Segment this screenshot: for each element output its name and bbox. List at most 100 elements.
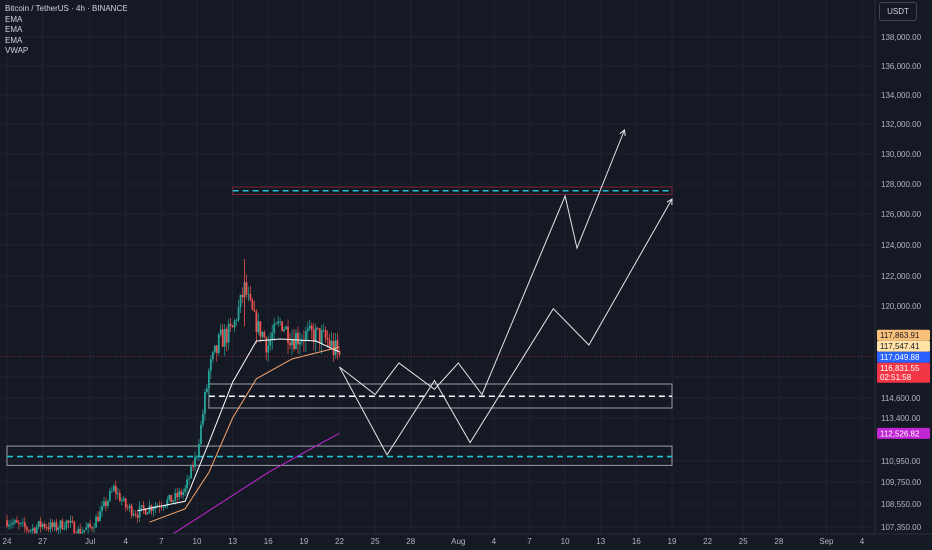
time-tick-label: 13 (596, 537, 605, 546)
price-tag-background (877, 427, 930, 439)
candle-body (136, 514, 139, 518)
moving-averages (137, 338, 340, 535)
candle-body (51, 522, 54, 528)
candle-body (140, 505, 143, 507)
candle-body (148, 505, 151, 513)
candle-body (174, 492, 177, 501)
price-tick-label: 113,400.00 (881, 414, 921, 423)
candle-body (269, 340, 272, 346)
candle-body (59, 520, 62, 529)
projection-path (339, 198, 673, 456)
price-tick-label: 120,000.00 (881, 302, 922, 311)
price-tag-value: 116,831.55 (880, 364, 920, 373)
candle-body (69, 520, 72, 523)
time-tick-label: 10 (193, 537, 202, 546)
candle-body (299, 341, 301, 345)
candle-body (77, 528, 80, 537)
chart-legend: Bitcoin / TetherUS · 4h · BINANCE EMA EM… (5, 4, 128, 57)
time-tick-label: 24 (3, 537, 12, 546)
candle-body (241, 294, 244, 298)
candle-body (215, 345, 218, 353)
candle-body (265, 337, 268, 353)
time-tick-label: 4 (124, 537, 129, 546)
candle-body (213, 345, 216, 353)
price-tag-value: 117,863.91 (880, 331, 920, 340)
candle-body (99, 511, 101, 522)
price-tag-background (877, 329, 930, 341)
indicator-ema-1[interactable]: EMA (5, 14, 23, 24)
symbol-title[interactable]: Bitcoin / TetherUS · 4h · BINANCE (5, 4, 128, 13)
candle-body (21, 522, 24, 524)
indicator-ema-2[interactable]: EMA (5, 25, 23, 34)
candle-body (245, 282, 248, 295)
time-tick-label: 7 (159, 537, 164, 546)
price-tick-label: 126,000.00 (881, 210, 922, 219)
candle-body (103, 501, 105, 507)
candle-body (146, 512, 149, 515)
indicator-vwap[interactable]: VWAP (5, 46, 29, 55)
candle-body (209, 359, 212, 371)
candle-body (310, 325, 313, 330)
candle-body (211, 352, 214, 360)
candle-body (306, 328, 309, 332)
candle-body (261, 331, 264, 337)
time-tick-label: Jul (85, 537, 95, 546)
candle-body (316, 327, 319, 329)
candle-body (263, 331, 266, 338)
candle-body (192, 466, 194, 468)
candle-body (235, 320, 238, 321)
candlesticks (6, 258, 341, 541)
candle-body (172, 500, 175, 503)
price-axis[interactable] (875, 0, 932, 550)
candle-body (188, 478, 190, 480)
candle-body (144, 508, 147, 515)
candle-body (142, 505, 145, 509)
candle-body (35, 526, 38, 534)
candle-body (33, 528, 36, 534)
arrow-head (666, 198, 673, 206)
candle-body (178, 491, 181, 498)
candle-body (152, 508, 155, 511)
projection-paths[interactable] (339, 129, 673, 456)
candle-body (61, 520, 64, 530)
candle-body (73, 522, 76, 535)
time-axis[interactable] (0, 534, 932, 550)
candle-body (338, 351, 341, 355)
candle-body (332, 341, 335, 355)
candle-body (186, 479, 189, 489)
price-tag-value: 117,049.88 (880, 353, 920, 362)
candle-body (205, 388, 208, 393)
time-tick-label: 10 (561, 537, 570, 546)
candle-body (63, 528, 66, 530)
candle-body (289, 342, 291, 346)
price-tag-value: 112,526.82 (880, 429, 920, 438)
time-tick-label: 25 (371, 537, 380, 546)
candle-body (166, 499, 169, 506)
candle-body (281, 321, 284, 331)
candle-body (308, 325, 311, 329)
candle-body (180, 491, 183, 496)
candle-body (267, 345, 270, 353)
price-tick-label: 110,950.00 (881, 457, 921, 466)
time-tick-label: 27 (38, 537, 47, 546)
indicator-ema-3[interactable]: EMA (5, 35, 23, 45)
candle-body (112, 485, 115, 491)
candle-body (10, 524, 12, 526)
candle-body (287, 326, 289, 343)
candle-body (91, 527, 94, 529)
price-tag-countdown: 02:51:58 (880, 373, 912, 382)
price-zones[interactable] (6, 186, 673, 466)
candle-body (231, 325, 234, 328)
candle-body (202, 413, 204, 425)
candle-body (253, 309, 256, 312)
candle-body (225, 329, 228, 343)
candle-body (14, 520, 16, 523)
candle-body (109, 491, 111, 501)
candle-body (233, 320, 236, 328)
candle-body (304, 331, 307, 342)
candle-body (300, 339, 303, 342)
currency-button[interactable]: USDT (879, 2, 917, 21)
candle-body (41, 523, 44, 527)
candle-body (259, 321, 262, 337)
